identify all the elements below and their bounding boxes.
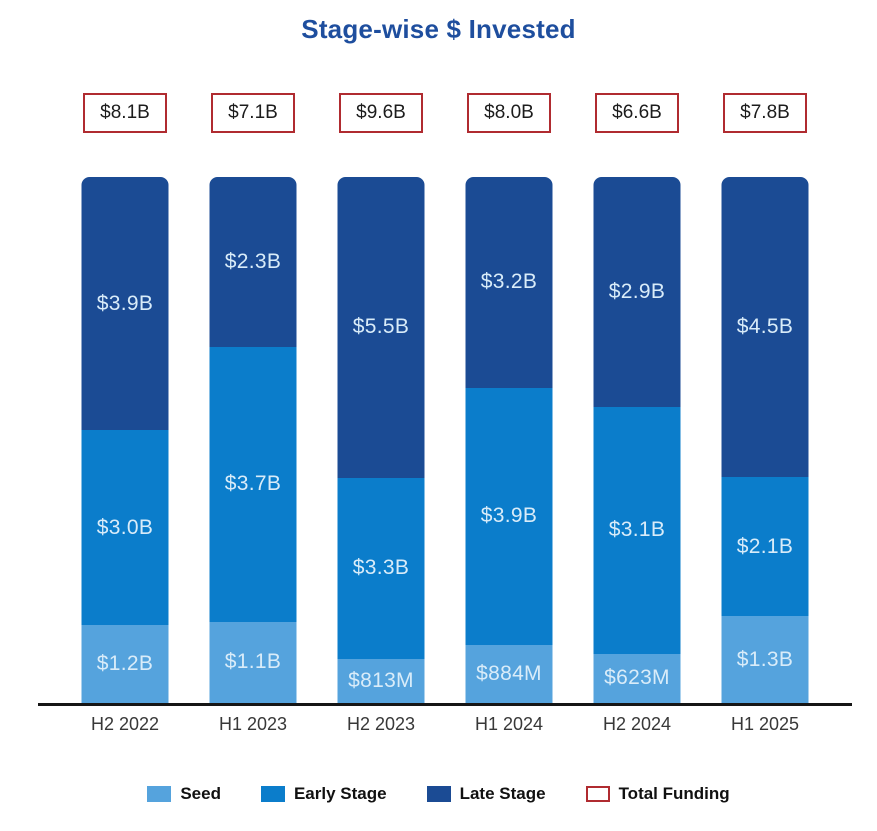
early-stage-swatch (260, 786, 285, 802)
segment-value-label: $884M (476, 661, 542, 685)
segment-value-label: $3.1B (608, 518, 666, 542)
bar-segment-seed: $623M (593, 653, 681, 703)
bar-column: $7.1B $2.3B $3.7B $1.1B H1 2023 (189, 0, 317, 831)
legend-label-early-stage: Early Stage (293, 784, 387, 803)
segment-value-label: $4.5B (736, 314, 794, 338)
x-axis-label: H1 2023 (218, 714, 288, 734)
bar-segment-seed: $1.1B (209, 621, 297, 703)
segment-value-label: $1.1B (224, 650, 282, 674)
bar-segment-seed: $1.2B (81, 625, 169, 703)
bar-column: $8.1B $3.9B $3.0B $1.2B H2 2022 (61, 0, 189, 831)
stacked-bar: $4.5B $2.1B $1.3B (721, 177, 809, 703)
legend-item-early-stage: Early Stage (260, 784, 387, 804)
bar-segment-late-stage: $3.2B (465, 177, 553, 388)
bar-column: $7.8B $4.5B $2.1B $1.3B H1 2025 (701, 0, 829, 831)
total-funding-box: $8.0B (467, 93, 551, 133)
bar-segment-seed: $813M (337, 658, 425, 703)
bar-segment-late-stage: $2.3B (209, 177, 297, 348)
bar-segment-early-stage: $3.3B (337, 477, 425, 659)
total-funding-box: $6.6B (595, 93, 679, 133)
segment-value-label: $3.2B (480, 270, 538, 294)
x-axis-label: H2 2022 (90, 714, 160, 734)
bar-column: $9.6B $5.5B $3.3B $813M H2 2023 (317, 0, 445, 831)
bar-column: $6.6B $2.9B $3.1B $623M H2 2024 (573, 0, 701, 831)
total-funding-box: $9.6B (339, 93, 423, 133)
bars-area: $8.1B $3.9B $3.0B $1.2B H2 2022 $7.1B $2.3B $3.… (61, 0, 829, 831)
stacked-bar: $3.2B $3.9B $884M (465, 177, 553, 703)
x-axis-label: H1 2025 (730, 714, 800, 734)
segment-value-label: $3.7B (224, 472, 282, 496)
chart-title: Stage-wise $ Invested (301, 14, 576, 44)
segment-value-label: $3.0B (96, 515, 154, 539)
legend-item-late-stage: Late Stage (426, 784, 546, 804)
bar-segment-late-stage: $3.9B (81, 177, 169, 431)
bar-segment-early-stage: $3.9B (465, 387, 553, 645)
segment-value-label: $5.5B (352, 315, 410, 339)
segment-value-label: $2.3B (224, 250, 282, 274)
x-axis-label: H2 2023 (346, 714, 416, 734)
stacked-bar: $3.9B $3.0B $1.2B (81, 177, 169, 703)
x-axis-line (38, 703, 852, 706)
bar-segment-early-stage: $3.0B (81, 430, 169, 626)
total-funding-box: $7.8B (723, 93, 807, 133)
stacked-bar: $2.9B $3.1B $623M (593, 177, 681, 703)
segment-value-label: $3.9B (480, 504, 538, 528)
bar-segment-seed: $884M (465, 644, 553, 703)
total-funding-box: $7.1B (211, 93, 295, 133)
legend-label-total-funding: Total Funding (618, 784, 730, 803)
x-axis-label: H1 2024 (474, 714, 544, 734)
bar-segment-early-stage: $3.7B (209, 347, 297, 622)
total-funding-box: $8.1B (83, 93, 167, 133)
segment-value-label: $623M (604, 666, 670, 690)
segment-value-label: $1.3B (736, 647, 794, 671)
segment-value-label: $3.3B (352, 556, 410, 580)
legend-label-late-stage: Late Stage (459, 784, 546, 803)
bar-segment-seed: $1.3B (721, 616, 809, 703)
bar-segment-late-stage: $5.5B (337, 177, 425, 478)
legend-item-seed: Seed (147, 784, 221, 804)
segment-value-label: $2.1B (736, 534, 794, 558)
legend: Seed Early Stage Late Stage Total Fundin… (0, 784, 877, 804)
segment-value-label: $3.9B (96, 291, 154, 315)
bar-segment-late-stage: $4.5B (721, 177, 809, 477)
total-funding-swatch (585, 786, 610, 802)
segment-value-label: $813M (348, 668, 414, 692)
late-stage-swatch (426, 786, 451, 802)
bar-column: $8.0B $3.2B $3.9B $884M H1 2024 (445, 0, 573, 831)
bar-segment-late-stage: $2.9B (593, 177, 681, 408)
stacked-bar: $5.5B $3.3B $813M (337, 177, 425, 703)
bar-segment-early-stage: $2.1B (721, 476, 809, 617)
legend-item-total-funding: Total Funding (585, 784, 730, 804)
x-axis-label: H2 2024 (602, 714, 672, 734)
legend-label-seed: Seed (180, 784, 221, 803)
bar-segment-early-stage: $3.1B (593, 407, 681, 654)
segment-value-label: $1.2B (96, 652, 154, 676)
segment-value-label: $2.9B (608, 280, 666, 304)
stacked-bar: $2.3B $3.7B $1.1B (209, 177, 297, 703)
seed-swatch (147, 786, 172, 802)
